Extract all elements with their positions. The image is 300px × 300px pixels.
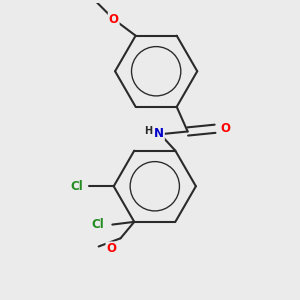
Text: H: H xyxy=(144,127,152,136)
Text: Cl: Cl xyxy=(92,218,104,231)
Text: Cl: Cl xyxy=(71,180,84,193)
Text: O: O xyxy=(109,13,119,26)
Text: O: O xyxy=(106,242,116,255)
Text: N: N xyxy=(154,127,164,140)
Text: O: O xyxy=(220,122,230,135)
